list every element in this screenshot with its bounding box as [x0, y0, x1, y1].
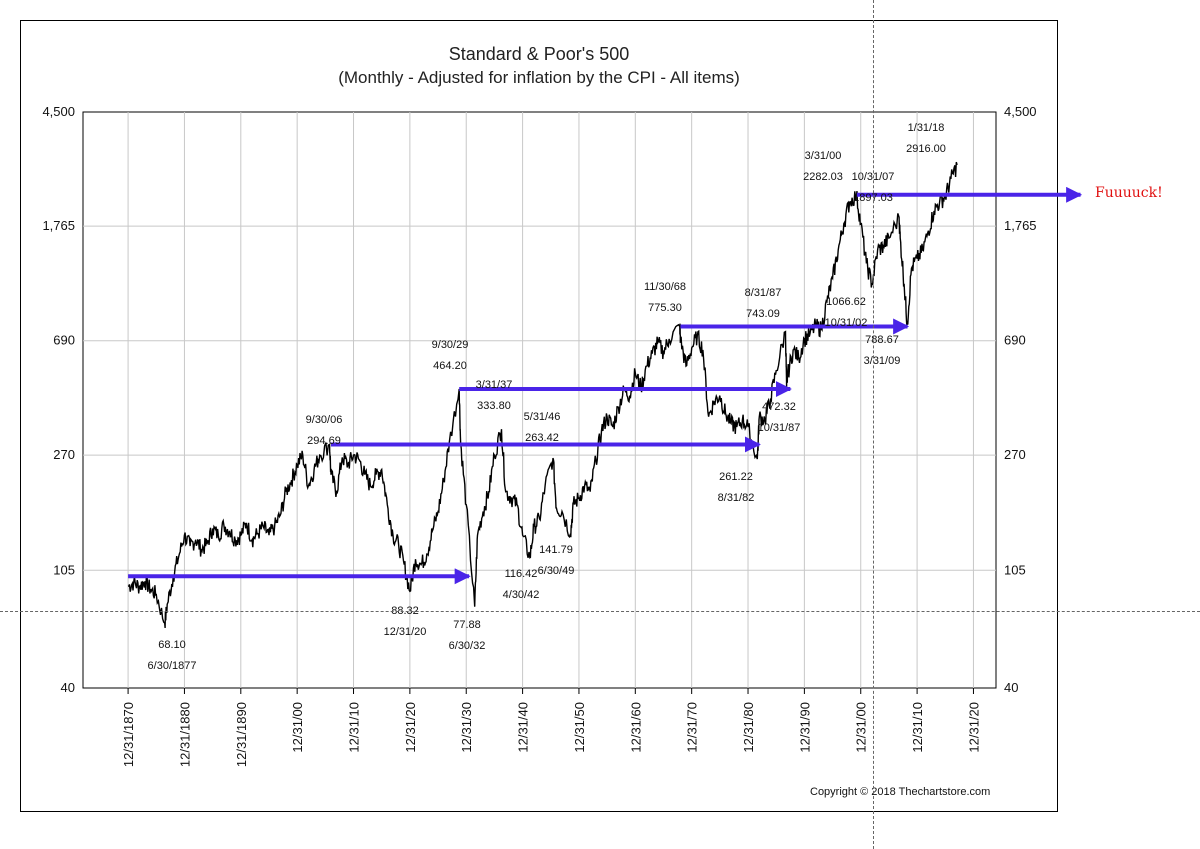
x-tick-label: 12/31/30: [459, 702, 474, 753]
annotation-value: 333.80: [477, 400, 511, 412]
y-axis-right: 4,500 1,765 690 270 105 40: [1004, 104, 1037, 695]
annotation-value: 775.30: [648, 302, 682, 314]
x-tick-label: 12/31/40: [516, 702, 531, 753]
x-gridlines: [127, 112, 974, 694]
annotation-date: 8/31/87: [745, 287, 782, 299]
annotation-date: 9/30/29: [432, 339, 469, 351]
annotation-date: 3/31/00: [805, 150, 842, 162]
y-axis-left: 4,500 1,765 690 270 105 40: [42, 104, 75, 695]
sp500-line: [127, 161, 958, 629]
annotation-value: 294.69: [307, 435, 341, 447]
annotation-value: 472.32: [762, 401, 796, 413]
chart-title: Standard & Poor's 500: [448, 44, 630, 64]
annotation-value: 116.42: [505, 568, 538, 580]
x-tick-label: 12/31/00: [854, 702, 869, 753]
x-tick-label: 12/31/00: [290, 702, 305, 753]
y-tick-label-right: 690: [1004, 333, 1026, 348]
chart-frame: [20, 20, 1058, 812]
x-tick-label: 12/31/1870: [121, 702, 136, 767]
chart-subtitle: (Monthly - Adjusted for inflation by the…: [338, 68, 740, 87]
annotation-date: 10/31/87: [758, 422, 801, 434]
annotation-value: 68.10: [158, 639, 186, 651]
x-tick-label: 12/31/10: [910, 702, 925, 753]
y-tick-label-right: 270: [1004, 447, 1026, 462]
annotation-date: 6/30/1877: [148, 660, 197, 672]
x-tick-label: 12/31/20: [966, 702, 981, 753]
exclamation-label: Fuuuuck!: [1095, 185, 1163, 201]
annotation-value: 2282.03: [803, 171, 843, 183]
x-tick-label: 12/31/50: [572, 702, 587, 753]
annotation-date: 8/31/82: [718, 492, 755, 504]
support-arrows: [128, 186, 1083, 585]
annotation-value: 77.88: [453, 619, 481, 631]
annotation-date: 6/30/49: [538, 565, 575, 577]
annotation-value: 1066.62: [826, 296, 866, 308]
y-tick-label-right: 4,500: [1004, 104, 1037, 119]
annotation-value: 261.22: [719, 471, 753, 483]
annotation-value: 788.67: [865, 334, 899, 346]
x-axis-labels: 12/31/1870 12/31/1880 12/31/1890 12/31/00 12…: [121, 702, 981, 767]
x-tick-label: 12/31/10: [347, 702, 362, 753]
annotation-date: 1/31/18: [908, 122, 945, 134]
annotation-date: 9/30/06: [306, 414, 343, 426]
peak-trough-annotations: 68.106/30/18779/30/06294.6988.3212/31/20…: [148, 122, 946, 672]
x-tick-label: 12/31/1890: [234, 702, 249, 767]
annotation-value: 263.42: [525, 432, 559, 444]
crosshair-horizontal: [0, 611, 1200, 612]
annotation-value: 743.09: [746, 308, 780, 320]
x-tick-label: 12/31/70: [685, 702, 700, 753]
annotation-date: 5/31/46: [524, 411, 561, 423]
annotation-date: 11/30/68: [644, 281, 686, 293]
y-tick-label-left: 270: [53, 447, 75, 462]
x-tick-label: 12/31/80: [741, 702, 756, 753]
x-tick-label: 12/31/60: [628, 702, 643, 753]
annotation-date: 12/31/20: [384, 626, 427, 638]
crosshair-vertical: [873, 0, 874, 849]
y-tick-label-right: 40: [1004, 680, 1018, 695]
y-tick-label-right: 105: [1004, 562, 1026, 577]
plot-area: [82, 111, 997, 689]
x-tick-label: 12/31/20: [403, 702, 418, 753]
y-tick-label-left: 690: [53, 333, 75, 348]
annotation-date: 3/31/09: [864, 355, 901, 367]
y-tick-label-right: 1,765: [1004, 218, 1037, 233]
copyright-text: Copyright © 2018 Thechartstore.com: [810, 786, 991, 798]
y-tick-label-left: 4,500: [42, 104, 75, 119]
annotation-value: 141.79: [539, 544, 573, 556]
y-tick-label-left: 40: [61, 680, 75, 695]
y-tick-label-left: 1,765: [42, 218, 75, 233]
annotation-date: 6/30/32: [449, 640, 486, 652]
annotation-date: 3/31/37: [476, 379, 513, 391]
x-tick-label: 12/31/90: [797, 702, 812, 753]
x-tick-label: 12/31/1880: [177, 702, 192, 767]
y-tick-label-left: 105: [53, 562, 75, 577]
annotation-value: 464.20: [433, 360, 467, 372]
annotation-date: 4/30/42: [503, 589, 540, 601]
annotation-date: 10/31/02: [825, 317, 868, 329]
annotation-value: 2916.00: [906, 143, 946, 155]
